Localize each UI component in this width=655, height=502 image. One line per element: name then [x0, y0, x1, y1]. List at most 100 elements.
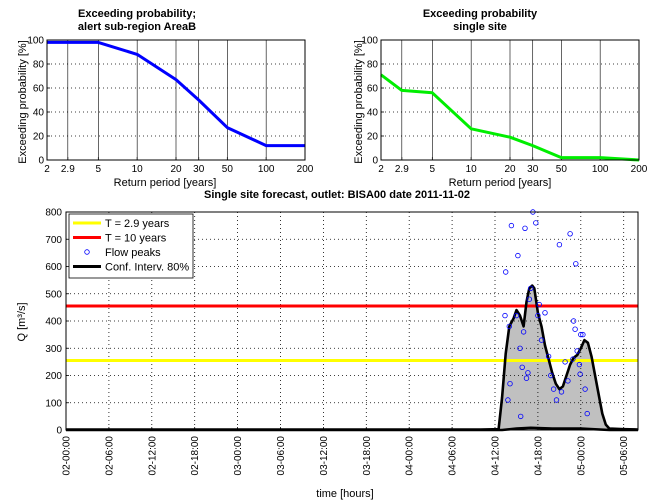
x-tick-label: 02-00:00	[62, 436, 73, 476]
flow-peak-point	[545, 353, 552, 360]
y-tick-label: 600	[45, 262, 62, 273]
x-tick-label: 04-06:00	[448, 436, 459, 476]
x-tick-label: 02-18:00	[190, 436, 201, 476]
x-tick-label: 200	[631, 164, 648, 175]
flow-peak-point	[520, 329, 527, 335]
legend-label: T = 2.9 years	[105, 218, 170, 230]
flow-peak-point	[573, 261, 579, 267]
flow-peak-point	[505, 397, 511, 403]
flow-peak-point	[556, 241, 563, 248]
exceeding-probability-single-site-chart: Exceeding probability single site Exceed…	[353, 8, 648, 189]
x-axis-label: Return period [years]	[114, 177, 217, 189]
x-tick-label: 03-00:00	[233, 436, 244, 476]
single-site-forecast-chart: Single site forecast, outlet: BISA00 dat…	[16, 189, 639, 500]
y-tick-label: 800	[45, 208, 62, 219]
y-tick-label: 100	[27, 36, 44, 47]
x-tick-label: 5	[96, 164, 102, 175]
x-tick-label: 30	[193, 164, 205, 175]
x-tick-label: 05-06:00	[619, 436, 630, 476]
y-tick-label: 0	[372, 156, 378, 167]
flow-peak-point	[574, 348, 580, 354]
flow-peak-point	[572, 326, 578, 332]
plot-frame	[380, 39, 640, 161]
y-tick-label: 40	[367, 108, 379, 119]
flow-peak-point	[565, 378, 571, 384]
flow-peak-point	[518, 413, 524, 420]
x-tick-label: 04-00:00	[405, 436, 416, 476]
x-tick-label: 2.9	[61, 164, 75, 175]
y-tick-label: 20	[367, 132, 379, 143]
flow-peak-point	[570, 356, 576, 362]
x-axis-label: time [hours]	[316, 488, 373, 500]
y-tick-label: 300	[45, 344, 62, 355]
flow-peak-point	[523, 375, 530, 381]
legend-marker	[84, 249, 90, 255]
y-tick-label: 100	[45, 398, 62, 409]
flow-peak-point	[502, 312, 508, 319]
confidence-band-upper	[66, 284, 639, 431]
x-tick-label: 03-12:00	[319, 436, 330, 476]
flow-peak-point	[535, 312, 541, 319]
legend: T = 2.9 years T = 10 years Flow peaks Conf.…	[68, 213, 194, 279]
chart-title: Single site forecast, outlet: BISA00 dat…	[204, 189, 470, 201]
flow-peak-point	[584, 410, 590, 417]
x-tick-label: 03-06:00	[276, 436, 287, 476]
x-tick-label: 05-00:00	[576, 436, 587, 476]
x-tick-label: 2	[378, 164, 384, 175]
x-tick-label: 5	[430, 164, 436, 175]
series-line	[380, 73, 640, 162]
x-tick-label: 10	[132, 164, 144, 175]
y-axis-label: Q [m³/s]	[16, 302, 28, 341]
flow-peak-point	[576, 361, 583, 368]
flow-peak-point	[580, 331, 586, 338]
x-axis-label: Return period [years]	[449, 177, 552, 189]
flow-peak-point	[503, 269, 509, 275]
y-axis-label: Exceeding probability [%]	[17, 40, 29, 164]
y-tick-label: 80	[367, 60, 379, 71]
x-tick-label: 20	[170, 164, 182, 175]
x-tick-label: 2.9	[395, 164, 409, 175]
series-line	[47, 40, 305, 148]
y-tick-label: 700	[45, 235, 62, 246]
flow-peak-point	[570, 318, 577, 324]
x-tick-label: 03-18:00	[362, 436, 373, 476]
chart-title-line2: alert sub-region AreaB	[78, 21, 196, 33]
x-tick-label: 30	[527, 164, 539, 175]
flow-peak-point	[522, 225, 528, 231]
flow-peak-point	[506, 323, 512, 330]
y-tick-label: 60	[33, 84, 45, 95]
flow-peak-point	[526, 296, 532, 302]
flow-peak-point	[578, 331, 584, 338]
y-tick-label: 60	[367, 84, 379, 95]
flow-peak-point	[528, 285, 534, 291]
x-tick-label: 200	[297, 164, 314, 175]
flow-peak-point	[538, 337, 545, 343]
x-tick-label: 10	[466, 164, 478, 175]
y-tick-label: 0	[38, 156, 44, 167]
confidence-band-fill	[66, 285, 638, 430]
flow-peak-point	[577, 371, 583, 377]
x-tick-label: 100	[258, 164, 275, 175]
flow-peak-point	[550, 386, 557, 392]
exceeding-probability-subregion-chart: Exceeding probability; alert sub-region …	[17, 8, 314, 189]
flow-peak-point	[507, 381, 513, 387]
flow-peak-point	[542, 310, 548, 316]
y-tick-label: 100	[361, 36, 378, 47]
x-tick-label: 20	[504, 164, 516, 175]
x-tick-label: 50	[556, 164, 568, 175]
x-tick-label: 100	[592, 164, 609, 175]
chart-title-line1: Exceeding probability;	[78, 8, 196, 20]
x-tick-label: 02-06:00	[104, 436, 115, 476]
flow-peak-point	[558, 389, 565, 395]
x-tick-label: 50	[222, 164, 234, 175]
flow-peak-point	[567, 231, 573, 237]
flow-peak-point	[515, 252, 521, 259]
y-tick-label: 40	[33, 108, 45, 119]
y-tick-label: 20	[33, 132, 45, 143]
flow-peak-point	[533, 220, 539, 226]
x-tick-label: 02-12:00	[147, 436, 158, 476]
flow-peak-point	[548, 372, 554, 379]
legend-label: T = 10 years	[105, 233, 167, 245]
x-tick-label: 04-18:00	[533, 436, 544, 476]
